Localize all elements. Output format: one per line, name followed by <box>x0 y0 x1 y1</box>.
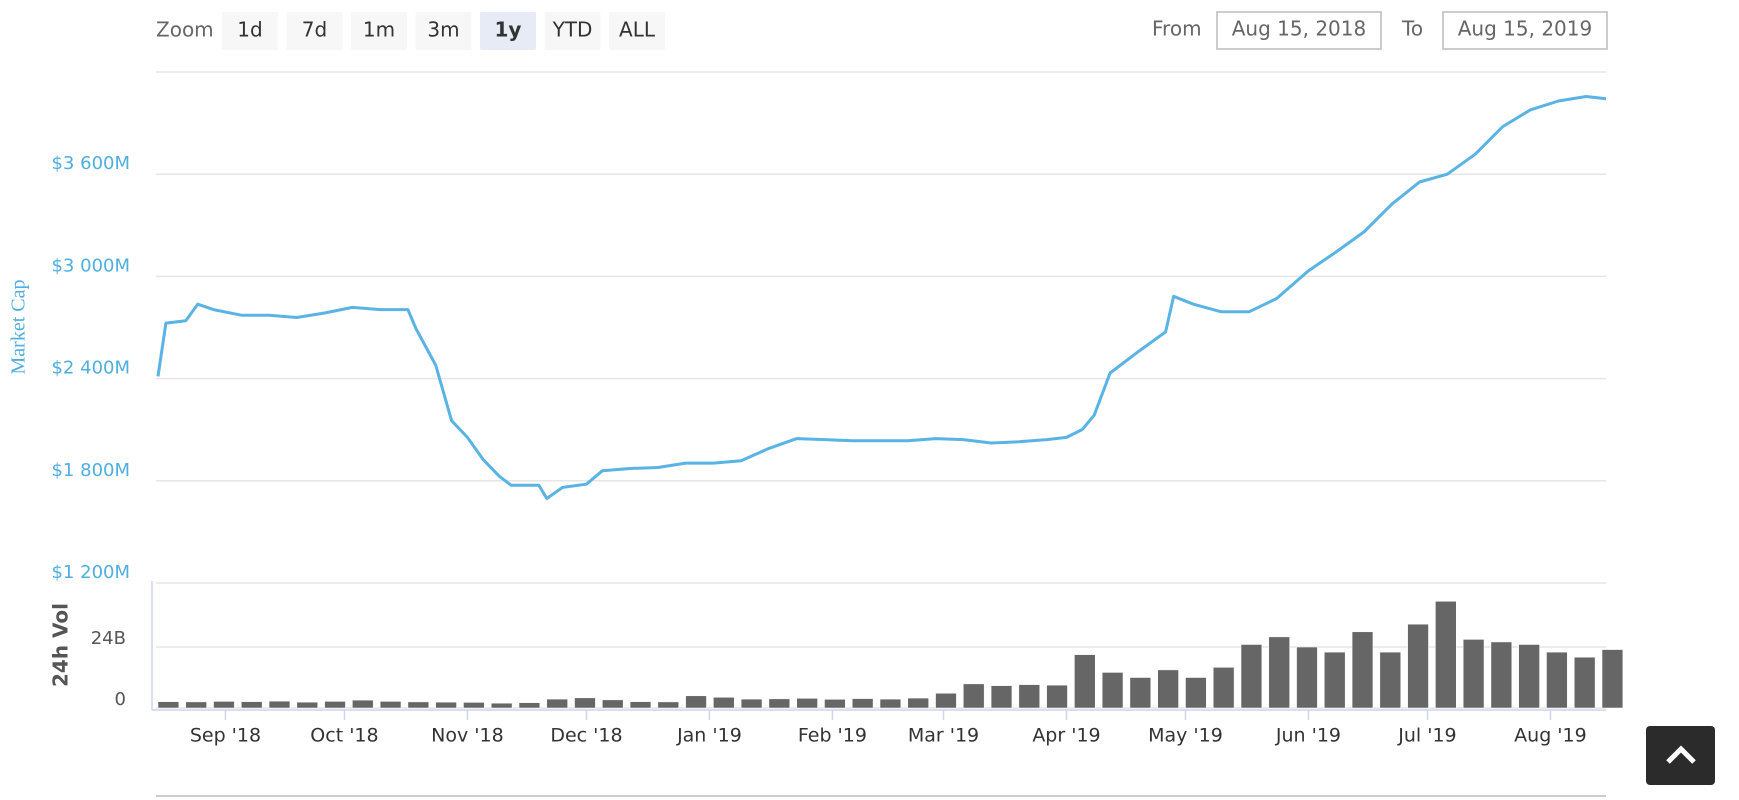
zoom-button[interactable] <box>222 12 278 50</box>
volume-bar <box>1101 672 1124 709</box>
volume-bar <box>851 698 874 709</box>
volume-bar <box>546 698 568 709</box>
volume-bar <box>490 702 513 709</box>
zoom-button-label[interactable]: 1y <box>495 18 522 42</box>
x-tick-label: May '19 <box>1148 725 1223 747</box>
volume-bar <box>1601 649 1624 709</box>
volume-bar <box>657 701 679 709</box>
x-tick-label: Jun '19 <box>1275 725 1341 747</box>
volume-bar <box>324 701 346 709</box>
volume-bar <box>518 702 541 709</box>
zoom-button-label[interactable]: 1m <box>363 18 395 42</box>
volume-bar <box>1435 601 1457 709</box>
volume-bar <box>1046 684 1068 709</box>
volume-bar <box>1240 644 1263 709</box>
volume-bar <box>740 698 763 709</box>
volume-bar <box>629 701 652 709</box>
x-tick-label: Mar '19 <box>908 725 979 747</box>
volume-bar <box>1268 636 1290 709</box>
from-input[interactable] <box>1216 11 1382 50</box>
volume-bar <box>1129 677 1152 709</box>
y-axis-title: Market Cap <box>8 280 30 375</box>
y-tick-label: $2 400M <box>51 358 130 379</box>
volume-bar <box>296 701 318 709</box>
y-tick-label: $1 800M <box>51 460 130 481</box>
volume-bar <box>1296 646 1318 709</box>
y-tick-label: 24B <box>91 628 126 649</box>
zoom-button[interactable] <box>480 12 536 50</box>
volume-bar <box>185 701 207 709</box>
zoom-button-label[interactable]: 7d <box>302 18 327 42</box>
volume-bar <box>213 701 235 709</box>
volume-bar <box>379 701 402 709</box>
y-tick-label: 0 <box>115 689 126 710</box>
zoom-button[interactable] <box>286 12 343 50</box>
volume-bar <box>1518 644 1540 709</box>
volume-bar <box>602 699 624 709</box>
volume-bar <box>879 698 902 709</box>
volume-bar <box>796 698 818 709</box>
volume-bar <box>1351 631 1374 709</box>
x-tick-label: Apr '19 <box>1032 725 1100 747</box>
to-label: To <box>1401 17 1423 41</box>
volume-axis-title: 24h Vol <box>49 603 73 687</box>
to-input[interactable] <box>1442 11 1608 50</box>
market-cap-line <box>156 95 1607 500</box>
y-tick-label: $3 600M <box>51 153 130 174</box>
x-tick-label: Sep '18 <box>190 725 261 747</box>
y-tick-label: $3 000M <box>51 255 130 276</box>
volume-bar <box>463 702 485 709</box>
zoom-button-label[interactable]: 3m <box>427 18 459 42</box>
scroll-top-button[interactable] <box>1646 726 1715 785</box>
volume-bar <box>685 695 707 709</box>
from-label: From <box>1152 17 1202 41</box>
x-tick-label: Dec '18 <box>550 725 622 747</box>
x-tick-label: Feb '19 <box>798 725 867 747</box>
volume-bar <box>907 697 929 709</box>
volume-bar <box>963 683 985 709</box>
zoom-button[interactable] <box>609 12 665 50</box>
zoom-label: Zoom <box>156 18 214 42</box>
volume-bar <box>713 697 735 709</box>
volume-bar <box>435 701 457 709</box>
volume-bar <box>1462 639 1485 709</box>
volume-bar <box>1018 684 1040 709</box>
x-tick-label: Jul '19 <box>1397 725 1456 747</box>
volume-bar <box>1546 651 1568 709</box>
zoom-button-label[interactable]: ALL <box>619 18 656 42</box>
x-tick-label: Jan '19 <box>676 725 742 747</box>
volume-bar <box>1574 656 1596 709</box>
volume-bar <box>1490 641 1513 709</box>
volume-bar <box>1185 677 1207 709</box>
volume-bar <box>352 699 374 709</box>
x-tick-label: Oct '18 <box>310 725 378 747</box>
volume-bar <box>268 700 291 709</box>
volume-bar <box>1074 654 1096 709</box>
volume-bar <box>157 701 180 709</box>
x-tick-label: Nov '18 <box>431 725 504 747</box>
volume-bar <box>1324 651 1346 709</box>
volume-bar <box>241 701 263 709</box>
zoom-button-label[interactable]: 1d <box>237 18 262 42</box>
volume-bar <box>1157 669 1179 709</box>
volume-bar <box>407 701 430 709</box>
volume-bar <box>1213 667 1235 709</box>
volume-bar <box>935 693 957 709</box>
volume-bar <box>768 698 791 709</box>
volume-bar <box>574 697 596 709</box>
volume-bar <box>824 699 846 709</box>
scroll-top-icon <box>1666 745 1696 764</box>
to-date[interactable]: Aug 15, 2019 <box>1458 17 1592 41</box>
volume-bar <box>990 685 1013 709</box>
zoom-button[interactable] <box>544 12 601 50</box>
y-tick-label: $1 200M <box>51 562 130 583</box>
zoom-button-label[interactable]: YTD <box>552 18 593 42</box>
zoom-button[interactable] <box>415 12 472 50</box>
volume-bar <box>1407 623 1429 709</box>
x-tick-label: Aug '19 <box>1514 725 1587 747</box>
zoom-button[interactable] <box>351 12 407 50</box>
from-date[interactable]: Aug 15, 2018 <box>1232 17 1366 41</box>
volume-bar <box>1379 651 1401 709</box>
